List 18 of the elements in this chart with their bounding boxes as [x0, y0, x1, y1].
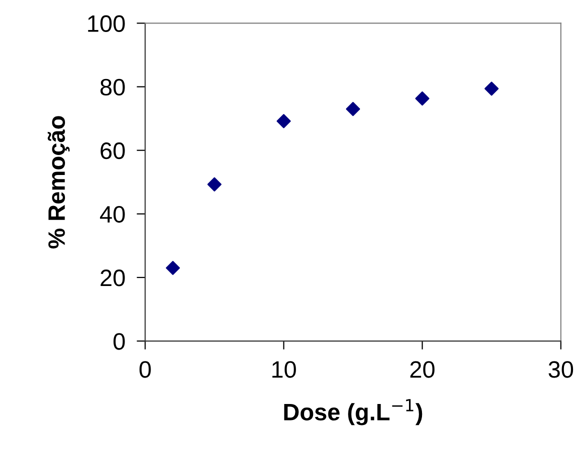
y-tick-label: 0 [114, 333, 125, 350]
point [346, 102, 360, 116]
point [166, 260, 180, 275]
point [415, 91, 430, 106]
point [276, 114, 291, 128]
x-tick-label: 0 [140, 361, 151, 378]
y-axis-title: % Remoção [48, 116, 70, 248]
point [484, 82, 499, 96]
y-tick-label: 20 [100, 270, 125, 286]
x-tick-label: 30 [548, 361, 574, 378]
x-tick-label: 10 [272, 361, 296, 378]
y-tick-label: 80 [100, 78, 125, 96]
x-axis-title: Dose (g.L$^{−1}$) [284, 399, 422, 426]
point [207, 177, 222, 192]
y-tick-label: 60 [100, 142, 125, 160]
y-tick-label: 40 [100, 206, 125, 223]
x-tick-label: 20 [410, 361, 434, 378]
y-tick-label: 100 [88, 15, 125, 32]
